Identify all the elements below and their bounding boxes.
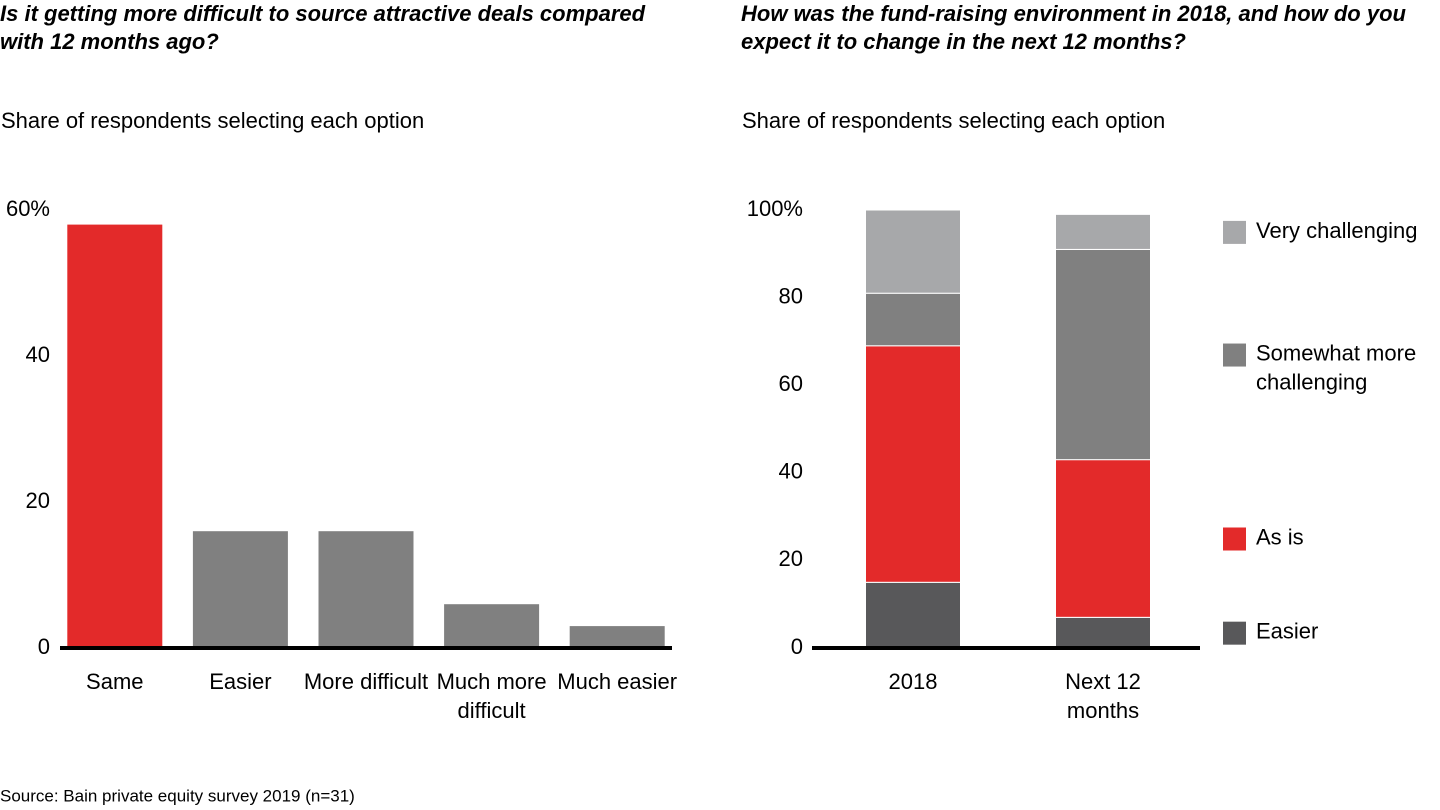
x-tick-label: Same	[86, 669, 143, 694]
y-tick-label: 40	[779, 459, 803, 484]
bar-segment	[865, 292, 961, 347]
chart-title: How was the fund-raising environment in …	[741, 1, 1407, 54]
legend-swatch	[1223, 621, 1246, 645]
y-tick-label: 60	[779, 371, 803, 396]
bar-segment	[1055, 459, 1151, 618]
y-tick-label: 80	[779, 283, 803, 308]
bar	[318, 531, 414, 648]
bar-segment	[865, 345, 961, 583]
bar-segment	[865, 209, 961, 294]
x-tick-label: Easier	[209, 669, 271, 694]
bar	[67, 224, 163, 648]
legend-label: As is	[1256, 524, 1304, 549]
y-tick-label: 60%	[6, 196, 50, 221]
y-tick-label: 20	[779, 546, 803, 571]
x-tick-label: Much more difficult	[437, 669, 547, 723]
bar	[192, 531, 288, 648]
source: Source: Bain private equity survey 2019 …	[0, 786, 355, 805]
legend-swatch	[1223, 527, 1246, 551]
bar-segment	[1055, 213, 1151, 250]
x-tick-label: More difficult	[304, 669, 428, 694]
y-tick-label: 100%	[747, 196, 803, 221]
chart-title: Is it getting more difficult to source a…	[0, 1, 646, 54]
bar-segment	[1055, 248, 1151, 461]
bar-segment	[1055, 616, 1151, 649]
legend-label: Very challenging	[1256, 218, 1417, 243]
y-tick-label: 20	[26, 488, 50, 513]
x-tick-label: 2018	[889, 669, 938, 694]
y-tick-label: 0	[38, 634, 50, 659]
legend-swatch	[1223, 220, 1246, 244]
legend-label: Easier	[1256, 618, 1318, 643]
legend-label: Somewhat more challenging	[1256, 340, 1416, 394]
y-tick-label: 40	[26, 342, 50, 367]
x-tick-label: Much easier	[557, 669, 677, 694]
y-tick-label: 0	[791, 634, 803, 659]
bar	[444, 604, 540, 648]
chart-subtitle: Share of respondents selecting each opti…	[1, 108, 424, 133]
chart-subtitle: Share of respondents selecting each opti…	[742, 108, 1165, 133]
legend-swatch	[1223, 343, 1246, 367]
bar	[569, 626, 665, 648]
x-tick-label: Next 12 months	[1065, 669, 1141, 723]
bar-segment	[865, 581, 961, 649]
